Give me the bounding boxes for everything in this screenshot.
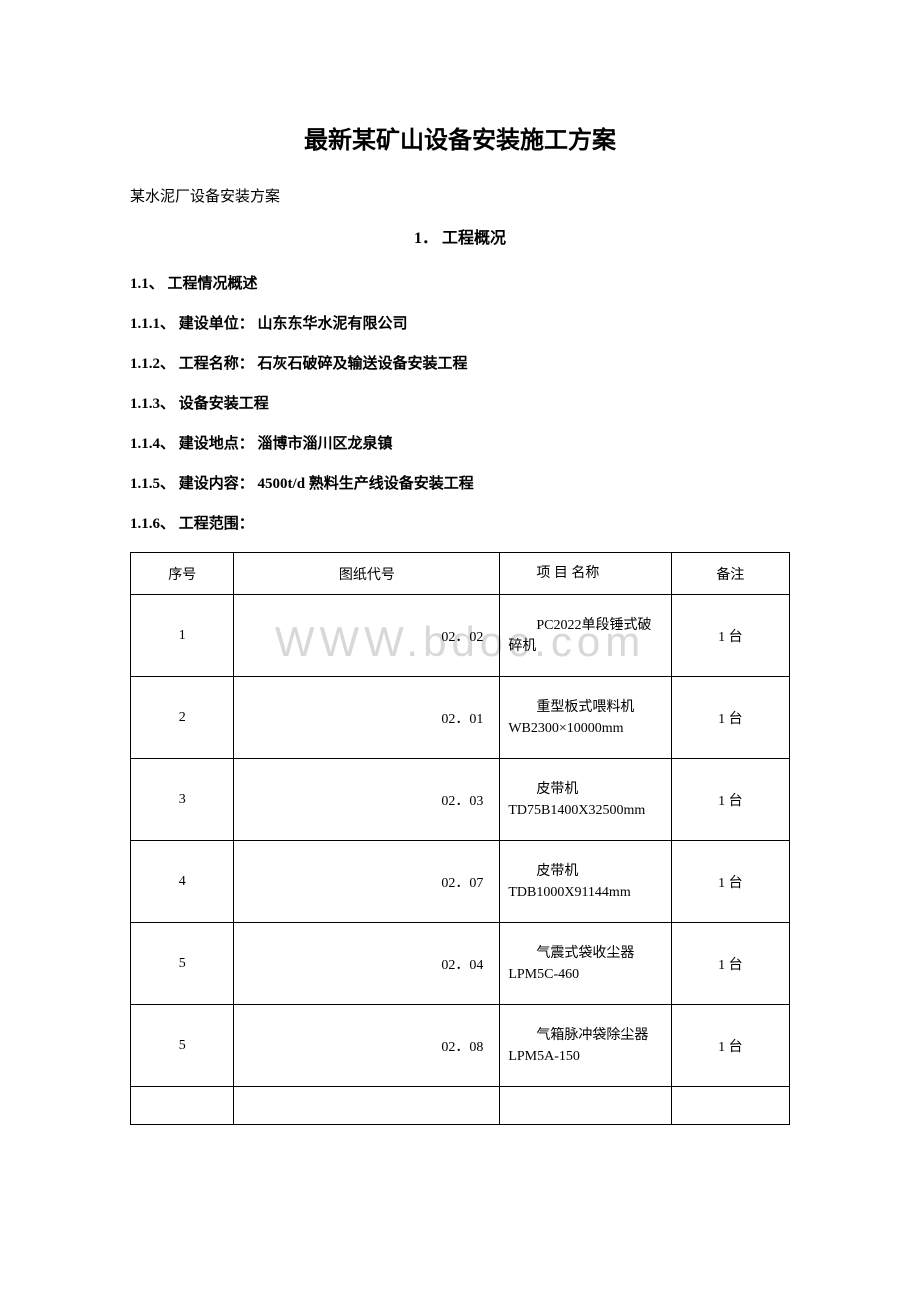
header-remark: 备注 bbox=[671, 553, 789, 595]
item-num: 1.1、 bbox=[130, 276, 164, 292]
item-label: 工程范围： bbox=[179, 516, 254, 532]
cell-remark: 1 台 bbox=[671, 841, 789, 923]
subtitle-text: 某水泥厂设备安装方案 bbox=[130, 185, 790, 206]
cell-remark: 1 台 bbox=[671, 759, 789, 841]
page-title: 最新某矿山设备安装施工方案 bbox=[130, 120, 790, 155]
item-1-1-5: 1.1.5、 建设内容： 4500t/d 熟料生产线设备安装工程 bbox=[130, 472, 790, 496]
cell-empty bbox=[234, 1087, 500, 1125]
cell-seq: 5 bbox=[131, 923, 234, 1005]
item-1-1-4: 1.1.4、 建设地点： 淄博市淄川区龙泉镇 bbox=[130, 432, 790, 456]
cell-code: 02．08 bbox=[234, 1005, 500, 1087]
item-1-1-3: 1.1.3、 设备安装工程 bbox=[130, 392, 790, 416]
cell-seq: 5 bbox=[131, 1005, 234, 1087]
cell-seq: 3 bbox=[131, 759, 234, 841]
item-label: 建设单位： bbox=[179, 316, 254, 332]
item-value: 淄博市淄川区龙泉镇 bbox=[258, 436, 393, 452]
cell-name: 皮带机TDB1000X91144mm bbox=[500, 841, 671, 923]
item-label: 建设内容： bbox=[179, 476, 254, 492]
table-row: 5 02．08 气箱脉冲袋除尘器LPM5A-150 1 台 bbox=[131, 1005, 790, 1087]
table-row: 5 02．04 气震式袋收尘器LPM5C-460 1 台 bbox=[131, 923, 790, 1005]
item-1-1-6: 1.1.6、 工程范围： bbox=[130, 512, 790, 536]
cell-name: 气箱脉冲袋除尘器LPM5A-150 bbox=[500, 1005, 671, 1087]
cell-code: 02．01 bbox=[234, 677, 500, 759]
header-seq: 序号 bbox=[131, 553, 234, 595]
cell-code: 02．03 bbox=[234, 759, 500, 841]
cell-code: 02．04 bbox=[234, 923, 500, 1005]
item-num: 1.1.4、 bbox=[130, 436, 175, 452]
item-label: 设备安装工程 bbox=[179, 396, 269, 412]
item-value: 山东东华水泥有限公司 bbox=[258, 316, 408, 332]
table-row: 3 02．03 皮带机TD75B1400X32500mm 1 台 bbox=[131, 759, 790, 841]
table-row: 1 02．02 PC2022单段锤式破碎机 1 台 bbox=[131, 595, 790, 677]
cell-empty bbox=[500, 1087, 671, 1125]
cell-remark: 1 台 bbox=[671, 677, 789, 759]
document-content: 最新某矿山设备安装施工方案 某水泥厂设备安装方案 1． 工程概况 1.1、 工程… bbox=[130, 120, 790, 1125]
item-num: 1.1.3、 bbox=[130, 396, 175, 412]
cell-empty bbox=[671, 1087, 789, 1125]
item-num: 1.1.6、 bbox=[130, 516, 175, 532]
cell-code: 02．07 bbox=[234, 841, 500, 923]
item-1-1-1: 1.1.1、 建设单位： 山东东华水泥有限公司 bbox=[130, 312, 790, 336]
item-num: 1.1.1、 bbox=[130, 316, 175, 332]
table-row: 2 02．01 重型板式喂料机WB2300×10000mm 1 台 bbox=[131, 677, 790, 759]
table-header-row: 序号 图纸代号 项 目 名称 备注 bbox=[131, 553, 790, 595]
cell-empty bbox=[131, 1087, 234, 1125]
header-name: 项 目 名称 bbox=[500, 553, 671, 595]
cell-seq: 1 bbox=[131, 595, 234, 677]
table-row: 4 02．07 皮带机TDB1000X91144mm 1 台 bbox=[131, 841, 790, 923]
cell-code: 02．02 bbox=[234, 595, 500, 677]
section-header: 1． 工程概况 bbox=[130, 224, 790, 248]
item-1-1-2: 1.1.2、 工程名称： 石灰石破碎及输送设备安装工程 bbox=[130, 352, 790, 376]
header-code: 图纸代号 bbox=[234, 553, 500, 595]
item-label: 工程情况概述 bbox=[168, 276, 258, 292]
cell-seq: 4 bbox=[131, 841, 234, 923]
item-value: 石灰石破碎及输送设备安装工程 bbox=[258, 356, 468, 372]
cell-name: 气震式袋收尘器LPM5C-460 bbox=[500, 923, 671, 1005]
cell-remark: 1 台 bbox=[671, 595, 789, 677]
item-label: 工程名称： bbox=[179, 356, 254, 372]
item-num: 1.1.5、 bbox=[130, 476, 175, 492]
table-row-empty bbox=[131, 1087, 790, 1125]
cell-name: PC2022单段锤式破碎机 bbox=[500, 595, 671, 677]
cell-seq: 2 bbox=[131, 677, 234, 759]
cell-remark: 1 台 bbox=[671, 923, 789, 1005]
item-num: 1.1.2、 bbox=[130, 356, 175, 372]
cell-remark: 1 台 bbox=[671, 1005, 789, 1087]
cell-name: 重型板式喂料机WB2300×10000mm bbox=[500, 677, 671, 759]
item-label: 建设地点： bbox=[179, 436, 254, 452]
equipment-table: 序号 图纸代号 项 目 名称 备注 1 02．02 PC2022单段锤式破碎机 … bbox=[130, 552, 790, 1125]
item-1-1: 1.1、 工程情况概述 bbox=[130, 272, 790, 296]
cell-name: 皮带机TD75B1400X32500mm bbox=[500, 759, 671, 841]
item-value: 4500t/d 熟料生产线设备安装工程 bbox=[258, 476, 474, 492]
